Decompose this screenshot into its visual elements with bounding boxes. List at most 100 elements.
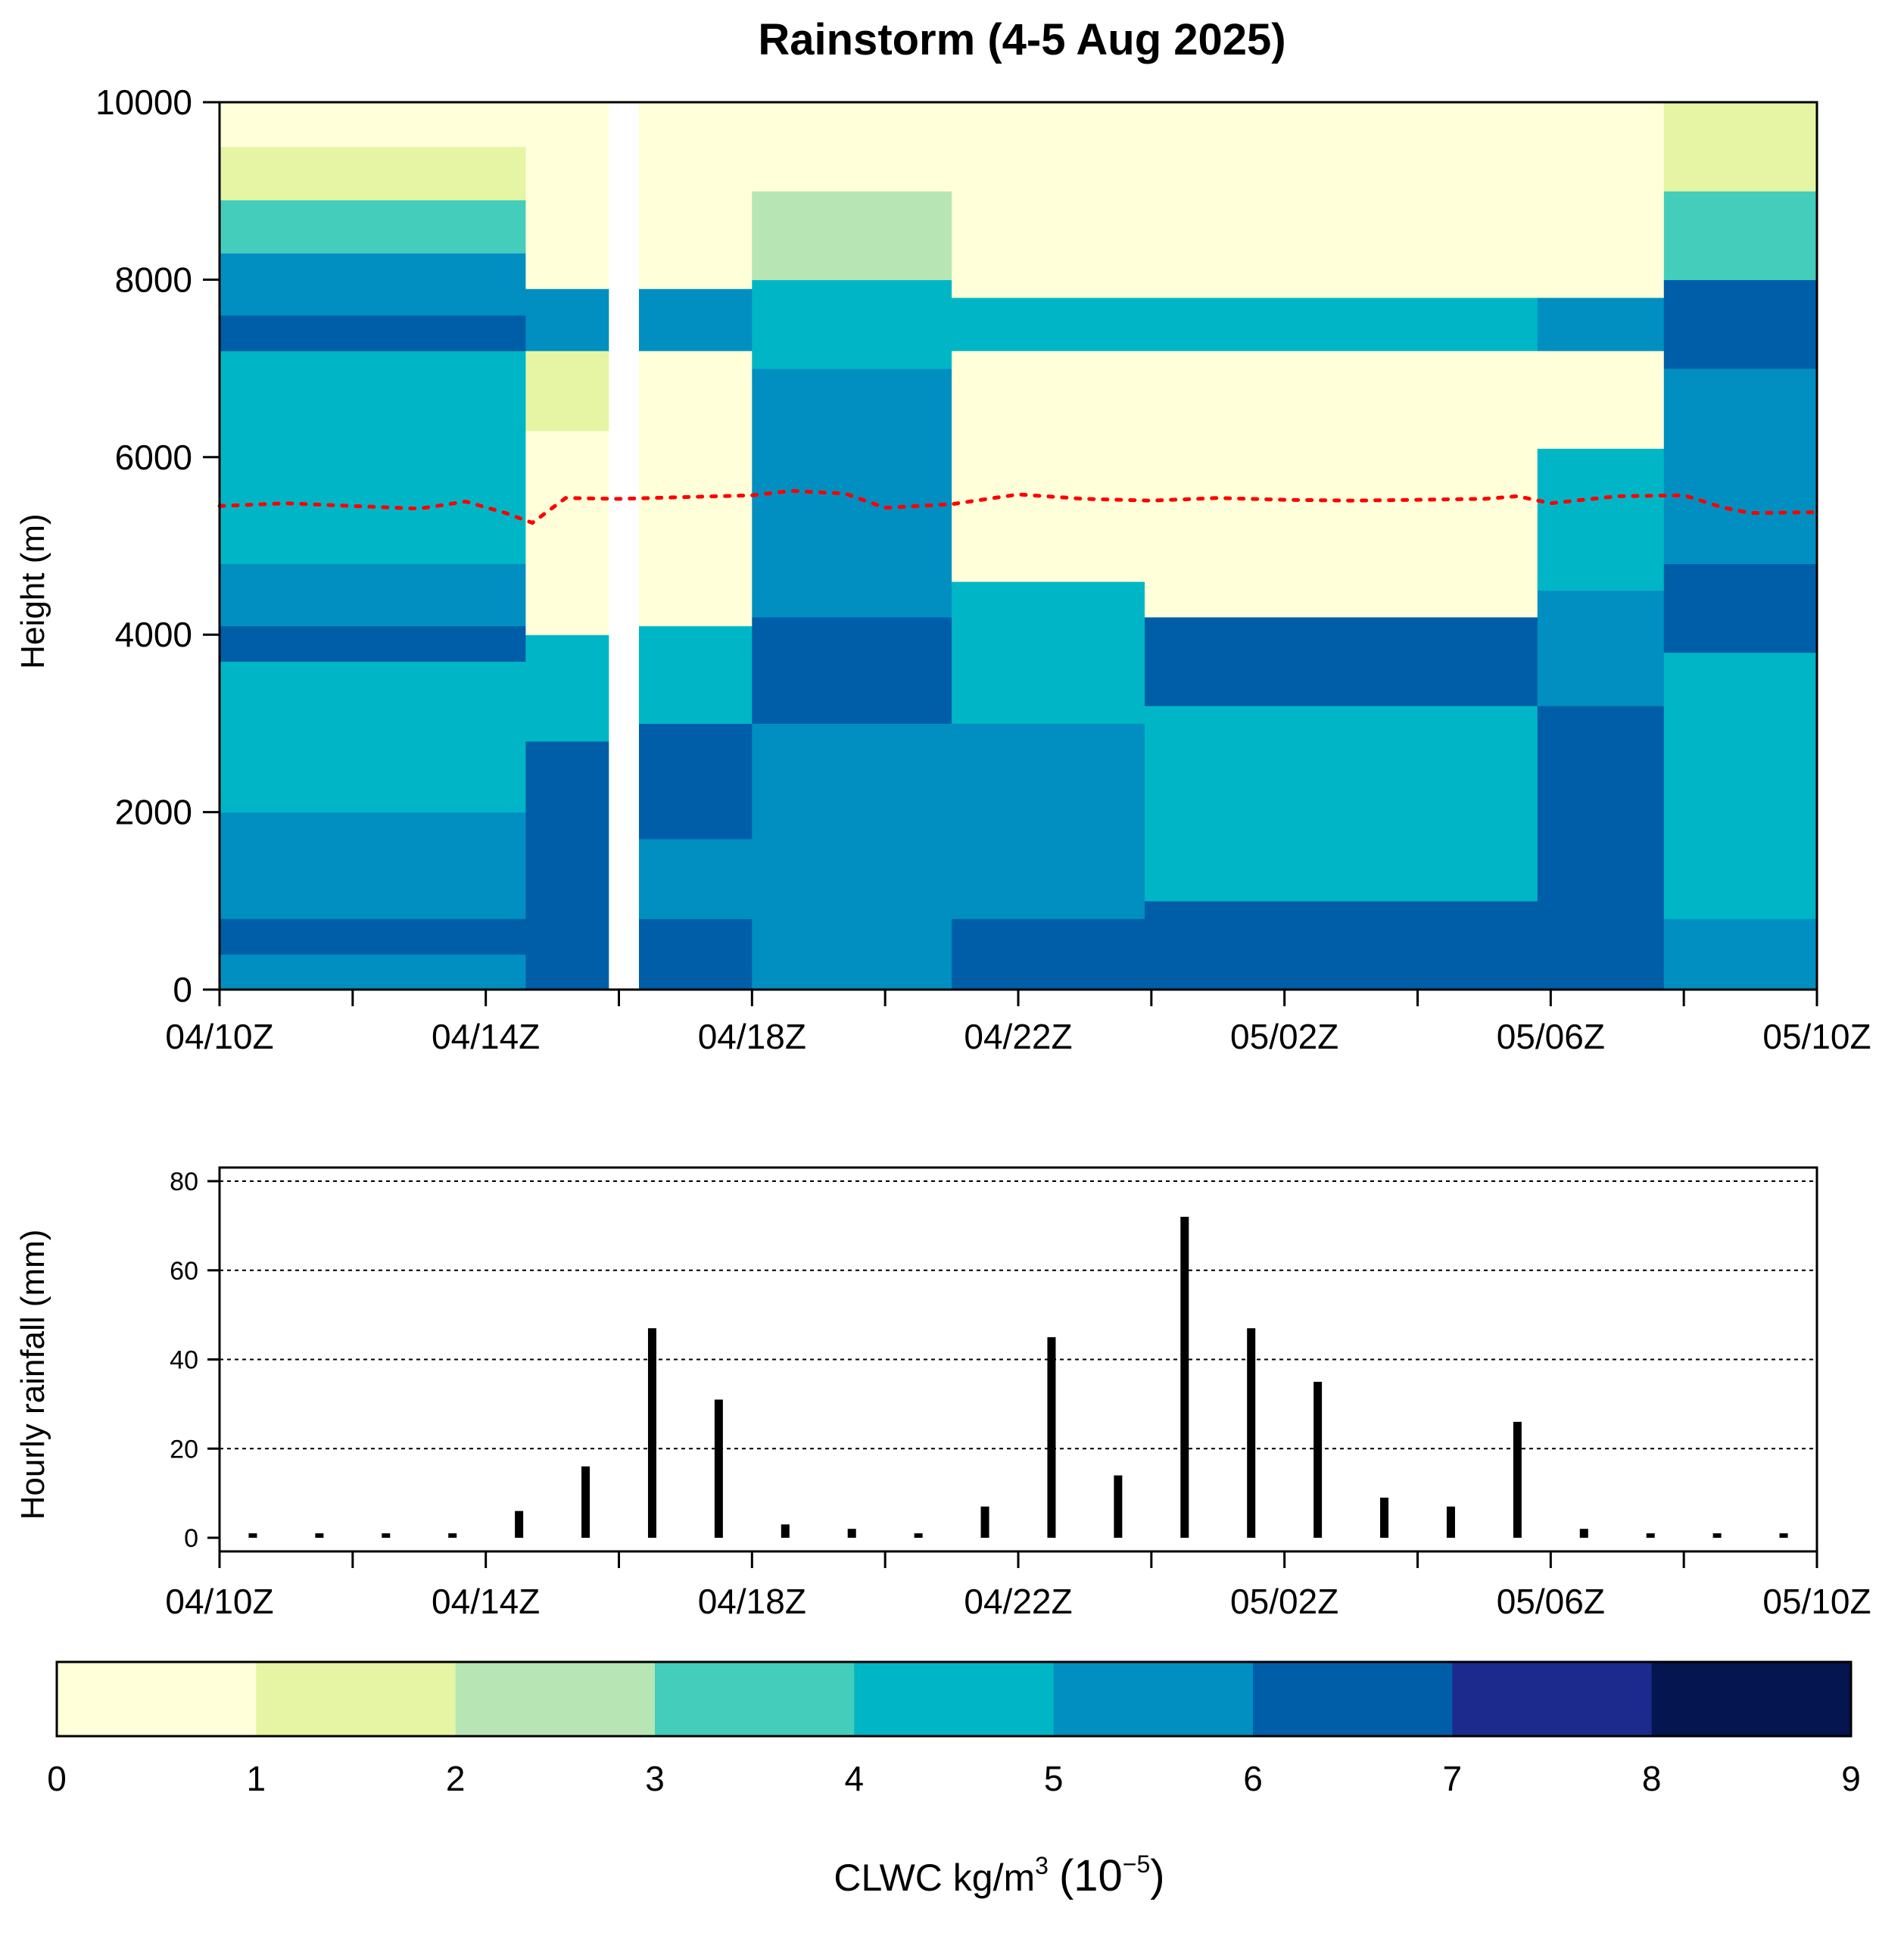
rainfall-y-axis-label: Hourly rainfall (mm): [14, 1230, 51, 1520]
rainfall-x-tick-label: 05/10Z: [1762, 1582, 1871, 1621]
colorbar-label-scale: (10: [1059, 1851, 1123, 1900]
heatmap-cell: [220, 625, 526, 662]
heatmap-cell: [220, 102, 526, 148]
heatmap-cell: [638, 918, 753, 990]
heatmap-x-axis: 04/10Z 04/14Z 04/18Z 04/22Z 05/02Z 05/06Z 05/1…: [165, 990, 1871, 1056]
heatmap-cell: [1537, 102, 1665, 298]
colorbar-label-scale-exponent: −5: [1123, 1850, 1150, 1878]
heatmap-cell: [1537, 297, 1665, 351]
colorbar-swatch: [655, 1662, 855, 1736]
heatmap-x-tick-label: 04/22Z: [964, 1017, 1072, 1056]
heatmap-cell: [952, 102, 1145, 298]
colorbar-tick-label: 5: [1044, 1759, 1064, 1798]
colorbar-tick-label: 8: [1642, 1759, 1662, 1798]
heatmap-x-tick-label: 05/02Z: [1230, 1017, 1338, 1056]
heatmap-cell: [1145, 102, 1538, 298]
heatmap-x-tick-label: 04/14Z: [432, 1017, 540, 1056]
heatmap-cell: [220, 954, 526, 990]
heatmap-cell: [1537, 351, 1665, 449]
heatmap-cell: [220, 563, 526, 626]
heatmap-cell: [752, 723, 952, 990]
heatmap-cell: [1663, 652, 1818, 919]
heatmap-cell: [525, 430, 609, 635]
rainfall-x-tick-label: 05/02Z: [1230, 1582, 1338, 1621]
heatmap-x-tick-label: 05/10Z: [1762, 1017, 1871, 1056]
heatmap-cell: [1663, 918, 1818, 990]
rainfall-y-tick-label: 20: [170, 1435, 198, 1464]
heatmap-cell: [1537, 448, 1665, 591]
heatmap-cell: [1145, 616, 1538, 706]
rainfall-x-tick-label: 05/06Z: [1497, 1582, 1605, 1621]
rainfall-bar-chart: [218, 1166, 1818, 1553]
heatmap-cell: [638, 838, 753, 919]
rainfall-y-axis: 0 20 40 60 80: [170, 1168, 220, 1553]
heatmap-cell: [220, 146, 526, 201]
heatmap-cell: [1663, 563, 1818, 653]
colorbar-tick-label: 7: [1443, 1759, 1463, 1798]
colorbar-tick-label: 1: [247, 1759, 266, 1798]
rainfall-y-tick-label: 0: [184, 1524, 198, 1553]
heatmap-y-tick-label: 4000: [115, 615, 192, 654]
colorbar-tick-label: 0: [47, 1759, 67, 1798]
heatmap-cell: [638, 288, 753, 351]
heatmap-cell: [220, 918, 526, 955]
heatmap-cell: [952, 918, 1145, 990]
heatmap-cell: [1663, 191, 1818, 280]
heatmap-cell: [220, 315, 526, 351]
heatmap-y-axis-label: Height (m): [14, 513, 51, 669]
heatmap-cell: [525, 288, 609, 351]
heatmap-y-tick-label: 0: [173, 970, 192, 1009]
heatmap-x-tick-label: 05/06Z: [1497, 1017, 1605, 1056]
heatmap-cell: [1145, 706, 1538, 902]
heatmap-cell: [952, 581, 1145, 724]
colorbar-cells: [57, 1662, 1852, 1736]
clwc-heatmap: [217, 101, 1819, 991]
heatmap-cell: [752, 102, 952, 192]
colorbar-swatch: [455, 1662, 656, 1736]
colorbar-swatch: [854, 1662, 1055, 1736]
heatmap-cell: [638, 723, 753, 840]
heatmap-cell: [952, 297, 1145, 351]
colorbar-tick-label: 3: [645, 1759, 665, 1798]
heatmap-x-tick-label: 04/10Z: [165, 1017, 273, 1056]
heatmap-cell: [220, 812, 526, 919]
heatmap-y-tick-label: 2000: [115, 793, 192, 832]
heatmap-y-axis: 0 2000 4000 6000 8000 10000: [95, 83, 220, 1009]
heatmap-cell: [220, 351, 526, 565]
missing-data-band: [609, 102, 639, 990]
heatmap-cell: [952, 723, 1145, 919]
colorbar-swatch: [1253, 1662, 1453, 1736]
heatmap-cell: [525, 102, 609, 289]
colorbar-tick-label: 2: [446, 1759, 466, 1798]
heatmap-cell: [525, 634, 609, 742]
rainfall-x-tick-label: 04/22Z: [964, 1582, 1072, 1621]
rainfall-y-tick-label: 40: [170, 1346, 198, 1375]
heatmap-cell: [952, 351, 1145, 582]
colorbar-tick-label: 6: [1243, 1759, 1263, 1798]
heatmap-cell: [220, 661, 526, 813]
freezing-level-path: [217, 488, 1819, 525]
heatmap-cell: [752, 191, 952, 280]
heatmap-cell: [1663, 102, 1818, 192]
rainfall-y-tick-label: 80: [170, 1168, 198, 1196]
heatmap-cell: [1537, 706, 1665, 990]
heatmap-y-tick-label: 8000: [115, 260, 192, 299]
heatmap-cell: [752, 279, 952, 369]
heatmap-cell: [220, 199, 526, 254]
missing-data-rect: [609, 102, 639, 990]
heatmap-cell: [525, 740, 609, 990]
colorbar-swatch: [256, 1662, 457, 1736]
heatmap-cell: [1145, 351, 1538, 618]
rainfall-x-tick-label: 04/10Z: [165, 1582, 273, 1621]
heatmap-cell: [638, 351, 753, 627]
heatmap-cell: [1663, 279, 1818, 369]
colorbar-label-exponent: 3: [1035, 1852, 1049, 1879]
heatmap-cell: [1663, 368, 1818, 564]
heatmap-y-tick-label: 6000: [115, 438, 192, 477]
heatmap-cells: [220, 102, 1818, 990]
chart-title: Rainstorm (4-5 Aug 2025): [758, 15, 1285, 64]
freezing-level-line: [217, 488, 1819, 525]
colorbar-tick-label: 9: [1841, 1759, 1861, 1798]
colorbar-ticks: 0 1 2 3 4 5 6 7 8 9: [47, 1759, 1861, 1798]
